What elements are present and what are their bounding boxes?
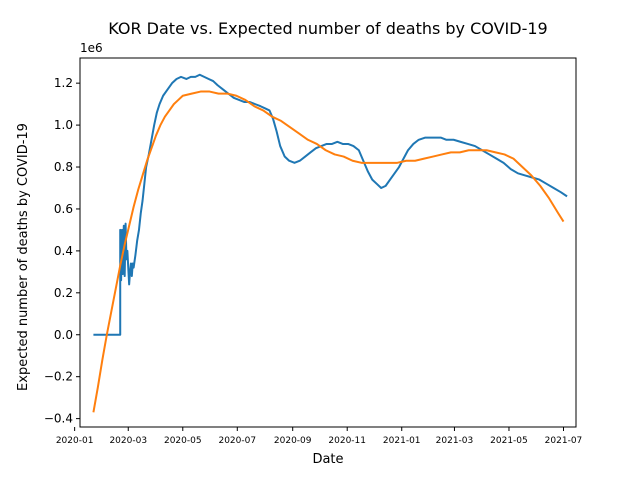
plot-area <box>92 73 568 413</box>
y-tick-label: 0.2 <box>54 286 73 300</box>
x-tick-label: 2020-11 <box>328 436 366 446</box>
x-tick-label: 2020-09 <box>274 436 312 446</box>
y-axis: −0.4 −0.2 0.0 0.2 0.4 0.6 0.8 1.0 1.2 <box>44 76 80 426</box>
x-axis: 2020-01 2020-03 2020-05 2020-07 2020-09 2020-… <box>56 427 582 446</box>
y-tick-label: 1.0 <box>54 118 73 132</box>
y-tick-label: 1.2 <box>54 76 73 90</box>
x-tick-label: 2020-01 <box>56 436 94 446</box>
x-tick-label: 2020-05 <box>164 436 202 446</box>
series-line-2 <box>92 90 565 413</box>
y-tick-label: 0.4 <box>54 244 73 258</box>
x-tick-label: 2020-03 <box>109 436 147 446</box>
y-tick-label: −0.4 <box>44 412 73 426</box>
x-tick-label: 2021-01 <box>383 436 421 446</box>
series-line-1 <box>93 73 568 336</box>
plot-frame <box>79 57 577 428</box>
x-tick-label: 2021-05 <box>490 436 528 446</box>
x-axis-label: Date <box>312 452 343 467</box>
y-axis-offset-label: 1e6 <box>80 41 103 55</box>
x-tick-label: 2021-03 <box>436 436 474 446</box>
y-tick-label: −0.2 <box>44 370 73 384</box>
x-tick-label: 2021-07 <box>545 436 583 446</box>
x-tick-label: 2020-07 <box>218 436 256 446</box>
y-axis-label: Expected number of deaths by COVID-19 <box>16 123 31 391</box>
chart-title: KOR Date vs. Expected number of deaths b… <box>108 19 547 38</box>
y-tick-label: 0.8 <box>54 160 73 174</box>
y-tick-label: 0.6 <box>54 202 73 216</box>
y-tick-label: 0.0 <box>54 328 73 342</box>
